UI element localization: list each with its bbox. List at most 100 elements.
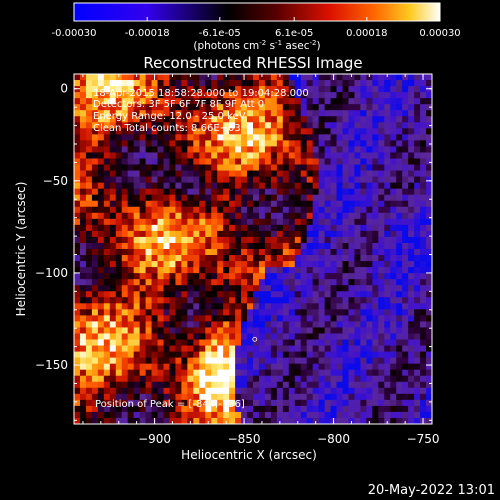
heatmap-cell: [247, 206, 254, 214]
heatmap-cell: [85, 140, 93, 148]
heatmap-cell: [354, 236, 361, 244]
heatmap-cell: [145, 146, 153, 154]
heatmap-cell: [91, 206, 99, 214]
heatmap-cell: [253, 140, 260, 148]
heatmap-cell: [354, 74, 361, 81]
heatmap-cell: [79, 164, 87, 172]
heatmap-cell: [193, 98, 200, 105]
heatmap-cell: [199, 315, 206, 323]
heatmap-cell: [396, 74, 403, 81]
heatmap-cell: [330, 128, 338, 135]
heatmap-cell: [408, 339, 415, 347]
chart-title: Reconstructed RHESSI Image: [143, 54, 362, 72]
heatmap-cell: [169, 327, 177, 335]
heatmap-cell: [91, 285, 99, 292]
heatmap-cell: [235, 98, 242, 105]
heatmap-cell: [97, 98, 105, 105]
heatmap-cell: [324, 134, 332, 141]
heatmap-cell: [402, 110, 409, 117]
heatmap-cell: [235, 80, 242, 87]
heatmap-cell: [139, 261, 147, 268]
heatmap-cell: [420, 273, 427, 280]
heatmap-cell: [157, 134, 165, 141]
heatmap-cell: [199, 176, 206, 184]
heatmap-cell: [282, 242, 290, 250]
heatmap-cell: [211, 327, 218, 335]
heatmap-cell: [318, 200, 326, 208]
heatmap-cell: [414, 122, 421, 129]
heatmap-cell: [253, 128, 260, 135]
heatmap-cell: [205, 212, 212, 220]
heatmap-cell: [193, 357, 200, 365]
heatmap-cell: [85, 363, 93, 371]
heatmap-cell: [396, 387, 403, 395]
heatmap-cell: [258, 110, 266, 117]
heatmap-cell: [169, 182, 177, 190]
heatmap-cell: [199, 279, 206, 286]
heatmap-cell: [163, 285, 171, 292]
heatmap-cell: [372, 267, 379, 274]
heatmap-cell: [348, 327, 356, 335]
heatmap-cell: [360, 164, 367, 172]
heatmap-cell: [157, 273, 165, 280]
heatmap-cell: [217, 122, 224, 129]
heatmap-cell: [133, 200, 141, 208]
heatmap-cell: [85, 164, 93, 172]
heatmap-cell: [294, 417, 302, 424]
heatmap-cell: [414, 261, 421, 268]
heatmap-cell: [133, 206, 141, 214]
heatmap-cell: [408, 405, 415, 413]
heatmap-cell: [139, 236, 147, 244]
heatmap-cell: [372, 122, 379, 129]
heatmap-cell: [74, 176, 81, 184]
heatmap-cell: [372, 381, 379, 389]
heatmap-cell: [151, 321, 159, 329]
heatmap-cell: [372, 86, 379, 93]
heatmap-cell: [300, 122, 308, 129]
heatmap-cell: [330, 188, 338, 196]
heatmap-cell: [384, 212, 391, 220]
heatmap-cell: [74, 194, 81, 202]
heatmap-cell: [300, 128, 308, 135]
annotation-energy-range: Energy Range: 12.0 - 25.0 keV: [93, 111, 246, 122]
heatmap-cell: [372, 218, 379, 226]
heatmap-cell: [372, 74, 379, 81]
heatmap-cell: [306, 176, 314, 184]
heatmap-cell: [133, 218, 141, 226]
heatmap-cell: [426, 249, 432, 256]
heatmap-cell: [79, 297, 87, 304]
heatmap-cell: [396, 249, 403, 256]
heatmap-cell: [306, 339, 314, 347]
heatmap-cell: [408, 417, 415, 424]
heatmap-cell: [258, 86, 266, 93]
heatmap-cell: [420, 279, 427, 286]
heatmap-cell: [324, 200, 332, 208]
heatmap-cell: [181, 351, 188, 359]
heatmap-cell: [354, 218, 361, 226]
heatmap-cell: [354, 146, 361, 154]
heatmap-cell: [241, 176, 248, 184]
heatmap-cell: [354, 291, 361, 298]
heatmap-cell: [360, 74, 367, 81]
heatmap-cell: [276, 74, 284, 81]
heatmap-cell: [402, 122, 409, 129]
heatmap-cell: [199, 98, 206, 105]
heatmap-cell: [348, 357, 356, 365]
heatmap-cell: [217, 236, 224, 244]
peak-marker: [252, 336, 258, 342]
heatmap-cell: [366, 279, 373, 286]
heatmap-cell: [97, 291, 105, 298]
heatmap-cell: [324, 230, 332, 238]
heatmap-cell: [211, 285, 218, 292]
heatmap-cell: [270, 242, 278, 250]
heatmap-cell: [348, 128, 356, 135]
heatmap-cell: [103, 345, 111, 353]
heatmap-cell: [264, 116, 272, 123]
heatmap-cell: [402, 267, 409, 274]
heatmap-cell: [426, 194, 432, 202]
heatmap-cell: [306, 357, 314, 365]
heatmap-cell: [79, 405, 87, 413]
heatmap-cell: [360, 333, 367, 341]
heatmap-cell: [300, 74, 308, 81]
heatmap-cell: [264, 387, 272, 395]
